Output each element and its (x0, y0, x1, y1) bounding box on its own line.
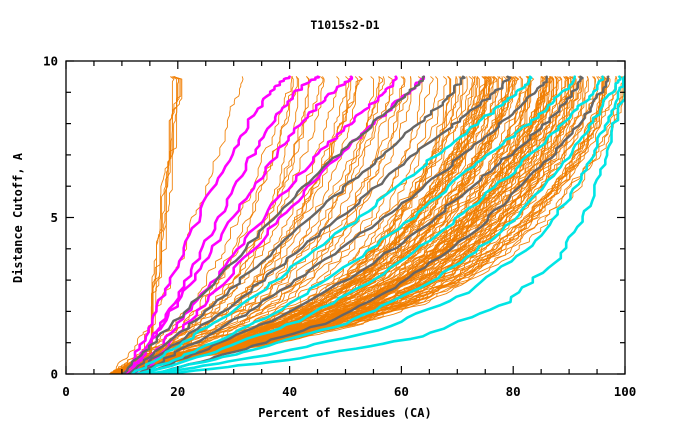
model-curve (125, 75, 354, 374)
model-curve (118, 76, 582, 374)
model-curve (154, 75, 625, 374)
model-curve (115, 76, 625, 374)
model-curve (131, 75, 321, 374)
model-curve (119, 76, 554, 374)
model-curve (135, 75, 576, 374)
model-curve (114, 76, 244, 374)
x-tick-label: 60 (394, 384, 409, 399)
chart-title: T1015s2-D1 (310, 18, 379, 32)
y-axis-label: Distance Cutoff, A (11, 152, 25, 283)
model-curve (108, 76, 398, 374)
model-curve (127, 75, 466, 374)
model-curve (116, 76, 489, 374)
model-curve (121, 75, 425, 374)
curve-layer (108, 75, 625, 374)
model-curve (144, 75, 584, 374)
model-curve (137, 75, 548, 374)
model-curve (123, 75, 291, 374)
model-curve (116, 76, 478, 374)
model-curve (139, 75, 398, 374)
x-tick-label: 0 (62, 384, 70, 399)
y-tick-label: 10 (43, 54, 58, 69)
y-tick-label: 0 (50, 367, 58, 382)
model-curve (112, 76, 563, 374)
model-curve (108, 76, 385, 374)
tick-layer (65, 60, 626, 375)
model-curve (157, 75, 610, 374)
x-tick-label: 20 (170, 384, 185, 399)
model-curve (115, 76, 607, 374)
tick-label-layer: 0 20 40 60 80 100 0 5 10 (43, 54, 636, 400)
model-curve (140, 75, 605, 374)
x-tick-label: 100 (614, 384, 637, 399)
model-curve (130, 75, 533, 374)
model-curve (146, 75, 622, 374)
model-curve (115, 76, 548, 374)
x-tick-label: 40 (282, 384, 297, 399)
x-tick-label: 80 (506, 384, 521, 399)
model-curve (167, 75, 625, 374)
x-axis-label: Percent of Residues (CA) (258, 406, 431, 420)
model-curve (130, 75, 512, 374)
y-tick-label: 5 (50, 210, 58, 225)
